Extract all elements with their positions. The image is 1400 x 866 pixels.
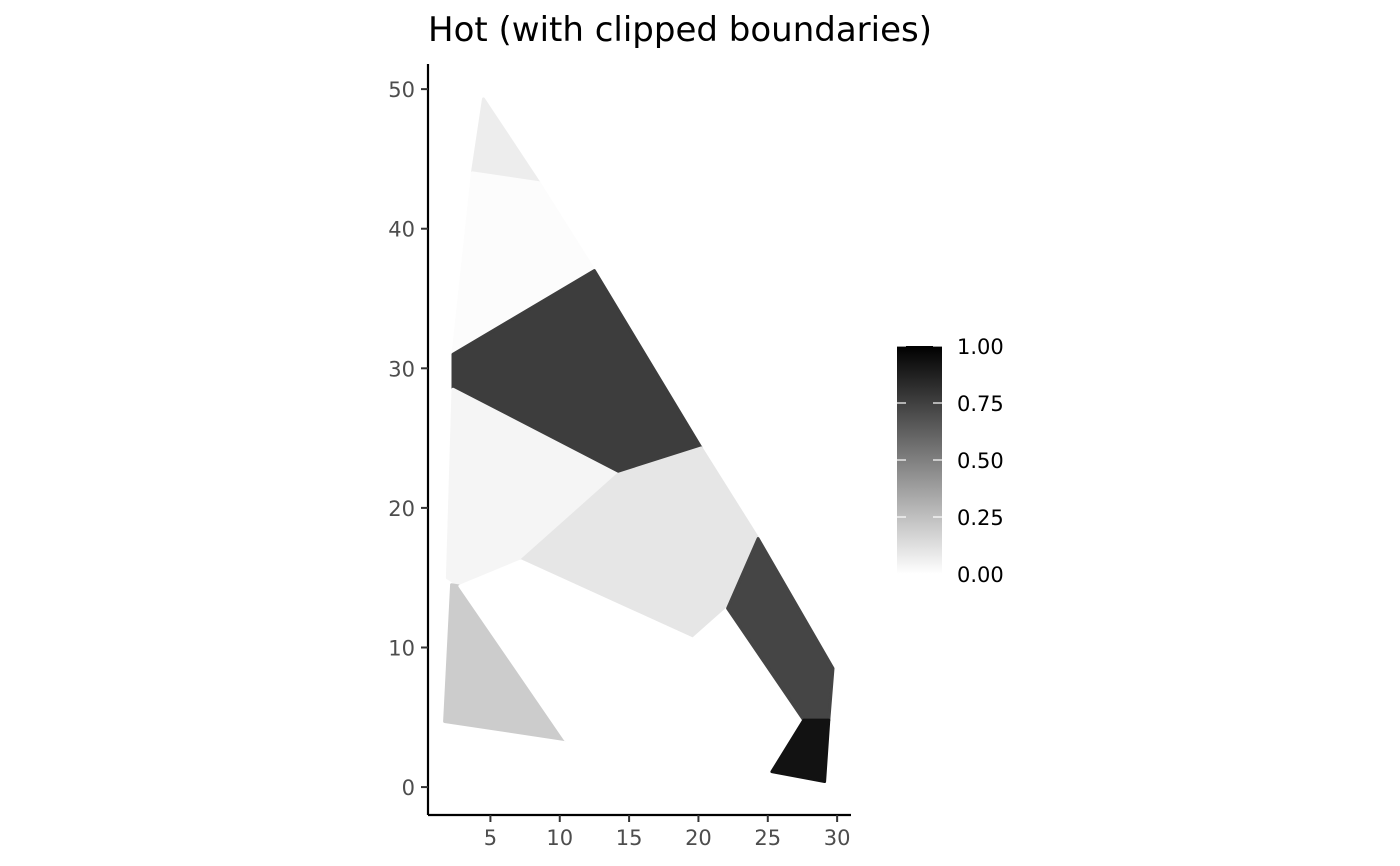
x-tick-label: 20 [685, 826, 712, 850]
y-tick-label: 30 [388, 357, 415, 381]
region-bottom-right [770, 718, 831, 783]
y-tick-label: 40 [388, 218, 415, 242]
y-tick-label: 10 [388, 636, 415, 660]
regions-layer [443, 97, 835, 783]
y-tick-label: 50 [388, 78, 415, 102]
region-lower-right [726, 537, 835, 722]
chart-title: Hot (with clipped boundaries) [428, 10, 932, 50]
axes: 0 10 20 30 40 50 5 10 15 20 25 30 [388, 64, 851, 850]
x-tick-label: 10 [546, 826, 573, 850]
x-tick-label: 25 [754, 826, 781, 850]
legend-label: 0.50 [957, 449, 1004, 473]
legend-label: 0.00 [957, 563, 1004, 587]
y-tick-label: 0 [402, 776, 415, 800]
x-tick-label: 30 [824, 826, 851, 850]
legend-label: 0.75 [957, 392, 1004, 416]
legend-label: 0.25 [957, 506, 1004, 530]
x-tick-label: 15 [616, 826, 643, 850]
legend-label: 1.00 [957, 335, 1004, 359]
x-tick-label: 5 [484, 826, 497, 850]
y-tick-label: 20 [388, 497, 415, 521]
legend: 1.00 0.75 0.50 0.25 0.00 [897, 335, 1004, 587]
region-top-tip [470, 97, 541, 185]
